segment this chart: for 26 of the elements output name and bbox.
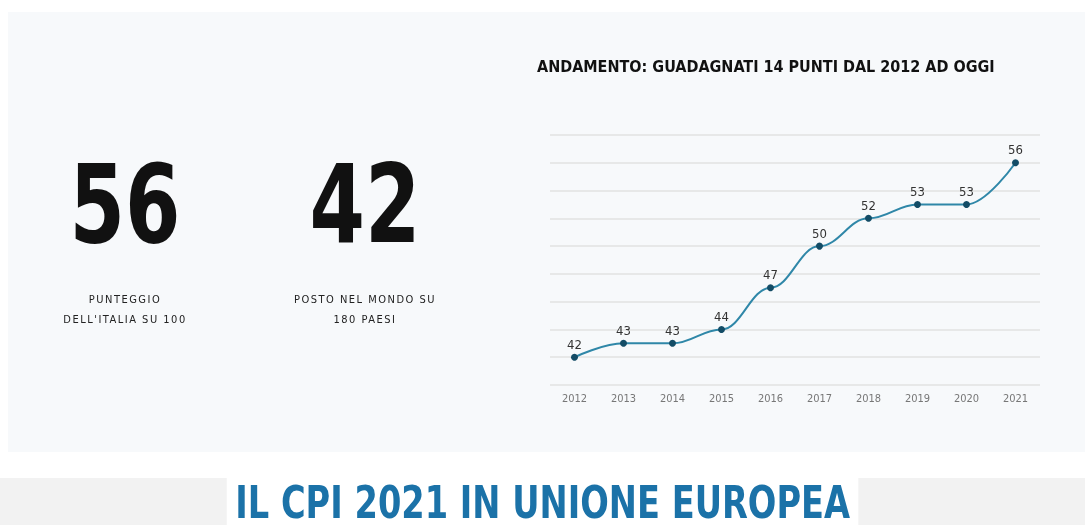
x-tick-label: 2016 xyxy=(757,392,784,405)
data-label: 44 xyxy=(714,308,729,324)
data-label: 43 xyxy=(616,322,631,338)
data-label: 50 xyxy=(812,225,827,241)
data-label: 53 xyxy=(959,183,974,199)
data-label: 47 xyxy=(763,267,778,283)
data-label: 52 xyxy=(861,197,876,213)
x-tick-label: 2014 xyxy=(659,392,686,405)
text: PUNTEGGIO DELL'ITALIA SU 100 xyxy=(62,292,188,328)
x-tick-label: 2018 xyxy=(855,392,882,405)
x-tick-label: 2013 xyxy=(610,392,637,405)
text: 56 xyxy=(68,142,182,267)
x-tick-label: 2020 xyxy=(953,392,980,405)
text: IL CPI 2021 IN UNIONE EUROPEA xyxy=(226,477,859,525)
x-tick-label: 2019 xyxy=(904,392,931,405)
data-label: 42 xyxy=(567,336,582,352)
text: POSTO NEL MONDO SU 180 PAESI xyxy=(292,292,438,328)
x-tick-label: 2021 xyxy=(1002,392,1029,405)
text: 42 xyxy=(308,142,422,267)
x-tick-label: 2012 xyxy=(561,392,588,405)
chart-title: ANDAMENTO: GUADAGNATI 14 PUNTI DAL 2012 AD OGGI xyxy=(537,56,995,76)
data-label: 43 xyxy=(665,322,680,338)
x-tick-label: 2015 xyxy=(708,392,735,405)
data-label: 56 xyxy=(1008,142,1023,158)
data-label: 53 xyxy=(910,183,925,199)
x-tick-label: 2017 xyxy=(806,392,833,405)
